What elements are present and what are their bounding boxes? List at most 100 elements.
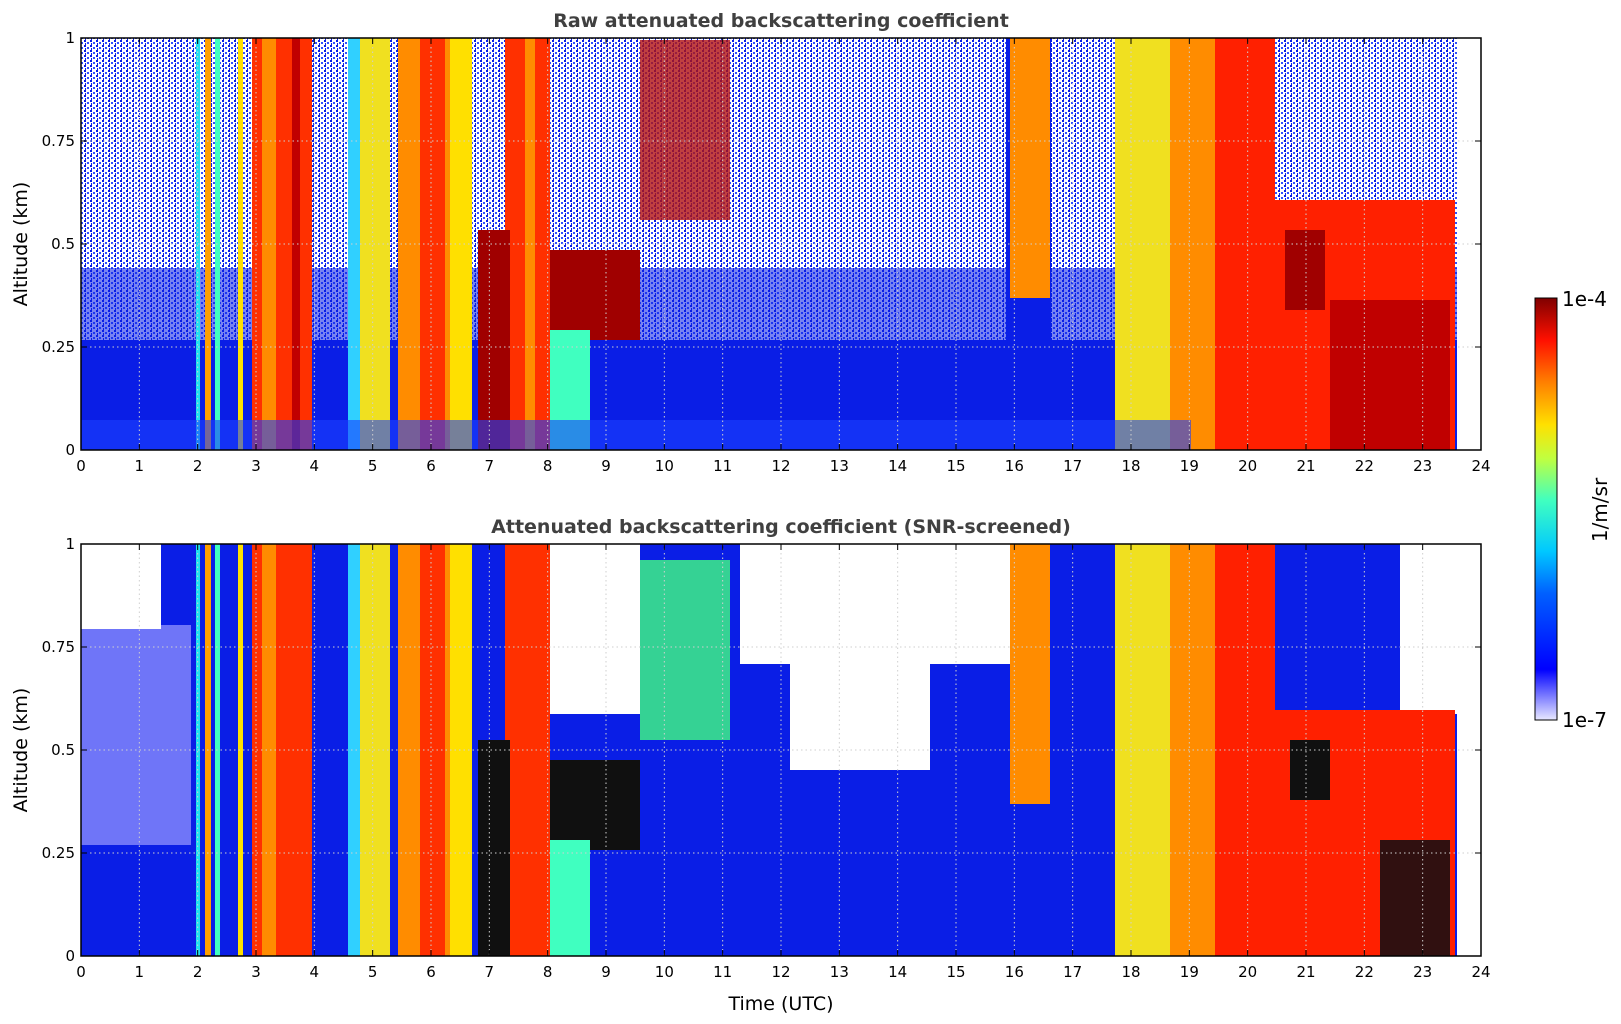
plume-band <box>1290 740 1330 800</box>
x-tick-label: 13 <box>830 457 849 475</box>
screened-y-axis-label: Altitude (km) <box>10 688 32 813</box>
x-tick-label: 5 <box>368 457 378 475</box>
raw-x-ticks: 0 1 2 3 4 5 6 7 8 9 10 11 12 13 14 15 16 17 18 19 20 21 22 23 24 <box>76 38 1491 475</box>
x-tick-label: 1 <box>135 963 145 981</box>
plume-band <box>550 250 640 340</box>
x-tick-label: 14 <box>888 963 907 981</box>
plume-band <box>550 760 640 850</box>
plume-band <box>238 38 243 450</box>
plume-band <box>478 740 510 956</box>
x-tick-label: 24 <box>1471 963 1490 981</box>
raw-heatmap <box>81 38 1481 450</box>
snr-screened-panel: Attenuated backscattering coefficient (S… <box>10 516 1491 1015</box>
x-tick-label: 9 <box>601 457 611 475</box>
x-tick-label: 21 <box>1296 457 1315 475</box>
y-tick-label: 0 <box>65 441 75 459</box>
colorbar: 1e-4 1e-7 1/m/sr <box>1534 287 1612 732</box>
plume-band <box>1285 230 1325 310</box>
x-tick-label: 2 <box>193 457 203 475</box>
y-tick-label: 0.25 <box>42 338 75 356</box>
screened-white-region <box>540 544 640 714</box>
x-tick-label: 9 <box>601 963 611 981</box>
x-tick-label: 10 <box>655 963 674 981</box>
raw-axes: 0 1 2 3 4 5 6 7 8 9 10 11 12 13 14 15 16 17 18 19 20 21 22 23 24… <box>42 29 1491 475</box>
raw-y-ticks: 0 0.25 0.5 0.75 1 <box>42 29 1481 459</box>
x-tick-label: 23 <box>1413 963 1432 981</box>
near-surface-layer <box>81 420 1191 450</box>
screened-white-region <box>81 544 161 629</box>
x-tick-label: 24 <box>1471 457 1490 475</box>
x-tick-label: 12 <box>771 963 790 981</box>
x-tick-label: 8 <box>543 963 553 981</box>
plume-band <box>1010 38 1050 298</box>
plume-band <box>640 40 730 220</box>
x-tick-label: 18 <box>1121 963 1140 981</box>
screened-y-ticks: 0 0.25 0.5 0.75 1 <box>42 535 1481 965</box>
x-tick-label: 17 <box>1063 963 1082 981</box>
plume-band <box>292 38 300 450</box>
colorbar-min-label: 1e-7 <box>1562 708 1607 732</box>
screened-heatmap <box>81 544 1481 956</box>
plume-band <box>525 38 535 450</box>
x-tick-label: 15 <box>946 457 965 475</box>
plume-band <box>550 840 590 956</box>
plume-band <box>478 230 510 450</box>
x-tick-label: 4 <box>310 963 320 981</box>
plume-band <box>640 560 730 740</box>
screened-axes: 0 1 2 3 4 5 6 7 8 9 10 11 12 13 14 15 16 17 18 19 20 21 22 23 24… <box>42 535 1491 981</box>
plume-band <box>1330 300 1450 450</box>
x-tick-label: 19 <box>1180 457 1199 475</box>
screened-white-region <box>740 544 1010 664</box>
x-tick-label: 14 <box>888 457 907 475</box>
raw-backscatter-panel: Raw attenuated backscattering coefficien… <box>10 10 1491 475</box>
x-tick-label: 15 <box>946 963 965 981</box>
x-tick-label: 18 <box>1121 457 1140 475</box>
colorbar-unit-label: 1/m/sr <box>1588 477 1612 542</box>
y-tick-label: 1 <box>65 29 75 47</box>
y-tick-label: 0.75 <box>42 132 75 150</box>
plume-band <box>262 38 276 450</box>
y-tick-label: 0.25 <box>42 844 75 862</box>
x-tick-label: 11 <box>713 457 732 475</box>
plume-band <box>262 544 276 956</box>
colorbar-max-label: 1e-4 <box>1562 287 1607 311</box>
x-tick-label: 1 <box>135 457 145 475</box>
raw-panel-title: Raw attenuated backscattering coefficien… <box>553 10 1009 32</box>
x-tick-label: 0 <box>76 457 86 475</box>
plume-band <box>238 544 243 956</box>
x-tick-label: 6 <box>426 963 436 981</box>
screened-white-region <box>790 650 930 770</box>
x-tick-label: 10 <box>655 457 674 475</box>
x-tick-label: 6 <box>426 457 436 475</box>
x-tick-label: 0 <box>76 963 86 981</box>
y-tick-label: 0 <box>65 947 75 965</box>
y-tick-label: 1 <box>65 535 75 553</box>
screened-panel-title: Attenuated backscattering coefficient (S… <box>491 516 1071 538</box>
x-tick-label: 20 <box>1238 963 1257 981</box>
x-tick-label: 12 <box>771 457 790 475</box>
x-tick-label: 16 <box>1005 457 1024 475</box>
y-tick-label: 0.5 <box>51 741 75 759</box>
x-tick-label: 20 <box>1238 457 1257 475</box>
x-tick-label: 22 <box>1355 963 1374 981</box>
x-tick-label: 21 <box>1296 963 1315 981</box>
x-tick-label: 13 <box>830 963 849 981</box>
x-tick-label: 7 <box>485 963 495 981</box>
x-tick-label: 3 <box>251 457 261 475</box>
x-tick-label: 5 <box>368 963 378 981</box>
screened-gridlines <box>81 544 1481 956</box>
x-axis-label: Time (UTC) <box>727 993 833 1015</box>
x-tick-label: 7 <box>485 457 495 475</box>
x-tick-label: 22 <box>1355 457 1374 475</box>
x-tick-label: 16 <box>1005 963 1024 981</box>
x-tick-label: 4 <box>310 457 320 475</box>
y-tick-label: 0.75 <box>42 638 75 656</box>
plume-band <box>1010 544 1050 804</box>
x-tick-label: 2 <box>193 963 203 981</box>
screened-x-ticks: 0 1 2 3 4 5 6 7 8 9 10 11 12 13 14 15 16 17 18 19 20 21 22 23 24 <box>76 544 1491 981</box>
screened-faint-region <box>81 625 191 845</box>
x-tick-label: 8 <box>543 457 553 475</box>
x-tick-label: 23 <box>1413 457 1432 475</box>
raw-gridlines <box>81 38 1481 450</box>
